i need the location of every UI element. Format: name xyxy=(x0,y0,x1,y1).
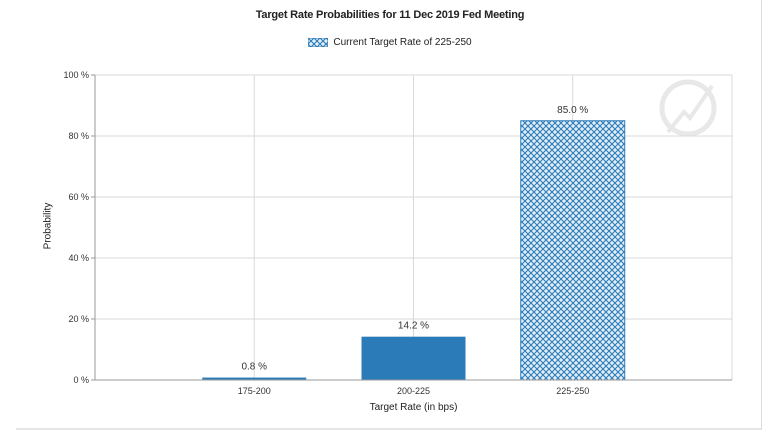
bar-175-200 xyxy=(202,377,307,380)
y-tick-label: 100 % xyxy=(63,70,89,80)
data-label: 14.2 % xyxy=(398,321,429,332)
data-label: 0.8 % xyxy=(241,362,267,373)
watermark-arrow xyxy=(666,84,714,134)
x-tick-label: 200-225 xyxy=(397,386,430,396)
chart-frame xyxy=(16,0,762,430)
watermark-ring xyxy=(659,79,717,137)
chart-legend: Current Target Rate of 225-250 xyxy=(0,37,780,48)
x-tick-label: 225-250 xyxy=(556,386,589,396)
y-tick-label: 0 % xyxy=(73,375,89,385)
bar-200-225 xyxy=(361,336,466,380)
watermark-logo-icon xyxy=(659,79,717,137)
bar-225-250 xyxy=(520,120,626,381)
chart-title: Target Rate Probabilities for 11 Dec 201… xyxy=(255,9,525,21)
y-tick-label: 20 % xyxy=(68,314,89,324)
y-tick-label: 60 % xyxy=(68,192,89,202)
y-tick-label: 40 % xyxy=(68,253,89,263)
x-tick-label: 175-200 xyxy=(238,386,271,396)
x-axis-label: Target Rate (in bps) xyxy=(369,402,458,413)
data-label: 85.0 % xyxy=(557,105,588,116)
legend-entry-label: Current Target Rate of 225-250 xyxy=(333,37,472,48)
legend-swatch-crosshatch xyxy=(308,38,329,47)
y-tick-label: 80 % xyxy=(68,131,89,141)
